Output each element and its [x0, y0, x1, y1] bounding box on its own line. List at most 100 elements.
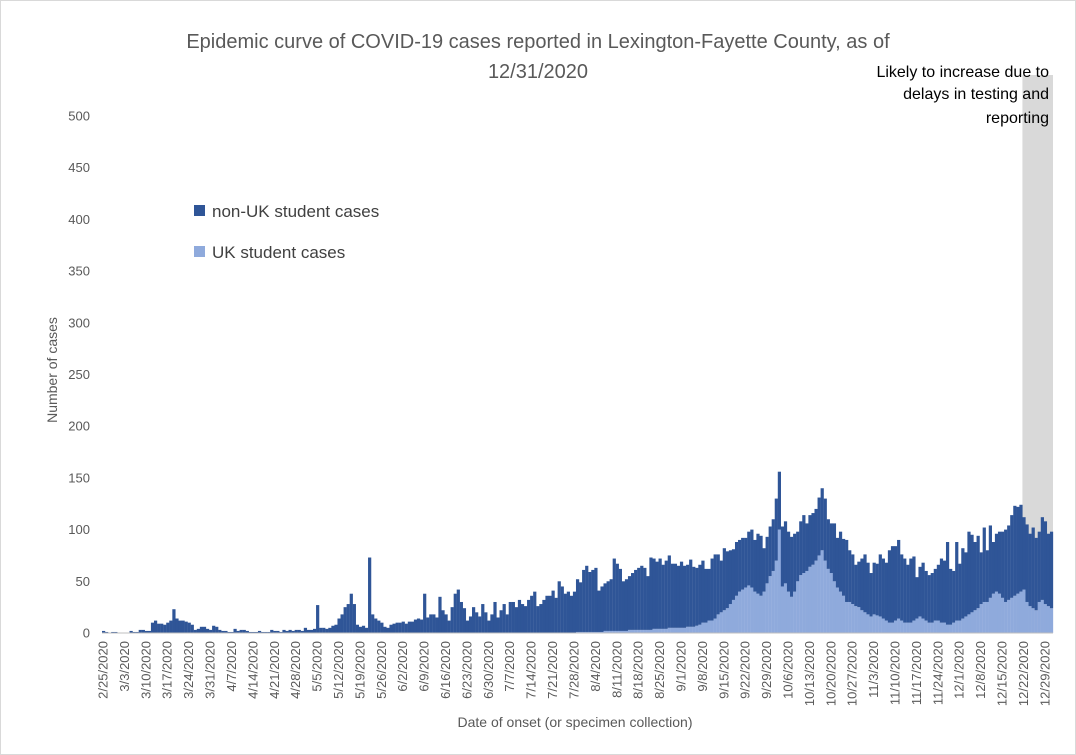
annotation-line-1: Likely to increase due to	[876, 64, 1049, 81]
bar-non-uk	[771, 519, 775, 571]
bar-non-uk	[138, 629, 142, 633]
bar-uk	[1016, 593, 1020, 633]
y-tick-label: 0	[83, 626, 90, 641]
bar-uk	[1010, 597, 1014, 633]
bar-non-uk	[805, 523, 809, 571]
bar-non-uk	[744, 537, 748, 588]
bar-non-uk	[820, 488, 824, 551]
bar-uk	[634, 629, 638, 633]
bar-non-uk	[358, 626, 363, 633]
bar-uk	[933, 620, 937, 633]
bar-non-uk	[1043, 521, 1048, 605]
bar-uk	[582, 631, 586, 633]
bar-uk	[823, 560, 827, 633]
bar-non-uk	[890, 546, 895, 623]
x-tick-label: 3/3/2020	[117, 641, 132, 692]
bar-uk	[661, 628, 665, 633]
bar-uk	[805, 570, 809, 633]
bars	[102, 471, 1054, 633]
y-axis-ticks: 0 50 100 150 200 250 300 350 400 450 500	[68, 109, 90, 641]
bar-uk	[958, 620, 962, 633]
bar-non-uk	[915, 577, 919, 619]
bar-non-uk	[982, 527, 986, 602]
bar-non-uk	[612, 558, 616, 631]
bar-non-uk	[808, 515, 812, 567]
bar-uk	[631, 629, 635, 633]
bar-uk	[994, 591, 999, 633]
bar-non-uk	[756, 533, 760, 594]
bar-non-uk	[432, 614, 436, 633]
bar-uk	[826, 568, 830, 633]
bar-uk	[802, 573, 806, 633]
x-tick-label: 4/7/2020	[224, 641, 239, 692]
bar-uk	[1031, 608, 1035, 633]
bar-non-uk	[579, 582, 583, 632]
bar-non-uk	[368, 557, 372, 633]
bar-non-uk	[291, 630, 295, 633]
bar-non-uk	[869, 573, 873, 617]
bar-uk	[991, 593, 996, 633]
bar-non-uk	[939, 558, 944, 623]
bar-non-uk	[517, 599, 522, 633]
bar-non-uk	[337, 618, 341, 633]
bar-non-uk	[456, 589, 460, 633]
bar-uk	[796, 581, 800, 633]
bar-non-uk	[233, 628, 237, 633]
bar-uk	[906, 622, 910, 633]
bar-non-uk	[328, 627, 332, 633]
bar-uk	[683, 627, 687, 633]
bar-non-uk	[991, 542, 996, 594]
y-tick-label: 250	[68, 367, 90, 382]
bar-uk	[842, 595, 846, 633]
x-tick-label: 11/24/2020	[930, 641, 945, 705]
x-tick-label: 7/21/2020	[545, 641, 560, 699]
bar-non-uk	[618, 568, 622, 631]
bar-non-uk	[205, 628, 210, 633]
bar-non-uk	[710, 558, 714, 621]
bar-non-uk	[936, 564, 941, 621]
bar-non-uk	[111, 631, 115, 633]
bar-non-uk	[780, 526, 785, 587]
bar-non-uk	[1049, 531, 1054, 609]
bar-non-uk	[738, 539, 742, 592]
bar-non-uk	[664, 560, 668, 629]
bar-non-uk	[609, 579, 613, 631]
bar-uk	[1007, 599, 1011, 633]
bar-non-uk	[352, 604, 356, 633]
y-axis-label: Number of cases	[44, 317, 60, 423]
bar-non-uk	[141, 629, 145, 633]
bar-uk	[704, 622, 708, 633]
bar-uk	[777, 529, 781, 633]
bar-uk	[909, 622, 913, 633]
bar-uk	[594, 631, 598, 633]
x-tick-label: 3/10/2020	[138, 641, 153, 699]
bar-uk	[1004, 601, 1008, 633]
bar-non-uk	[912, 556, 916, 621]
bar-non-uk	[811, 513, 815, 565]
bar-non-uk	[661, 564, 665, 629]
bar-non-uk	[566, 591, 571, 633]
bar-uk	[1013, 595, 1017, 633]
bar-non-uk	[312, 628, 317, 633]
bar-non-uk	[918, 566, 922, 617]
bar-non-uk	[741, 537, 745, 590]
bar-non-uk	[961, 548, 965, 619]
bar-non-uk	[783, 521, 788, 584]
bar-uk	[869, 616, 873, 633]
bar-uk	[1043, 604, 1048, 633]
bar-non-uk	[949, 568, 953, 625]
bar-non-uk	[542, 599, 546, 633]
bar-uk	[860, 610, 864, 633]
bar-non-uk	[878, 554, 882, 617]
bar-uk	[900, 620, 904, 633]
bar-non-uk	[955, 542, 959, 621]
bar-non-uk	[719, 560, 723, 613]
bar-non-uk	[163, 624, 167, 633]
x-tick-label: 5/12/2020	[331, 641, 346, 699]
bar-non-uk	[713, 554, 717, 619]
y-tick-label: 150	[68, 470, 90, 485]
bar-uk	[750, 587, 754, 633]
bar-uk	[765, 583, 769, 633]
bar-non-uk	[371, 614, 375, 633]
bar-non-uk	[288, 629, 292, 633]
